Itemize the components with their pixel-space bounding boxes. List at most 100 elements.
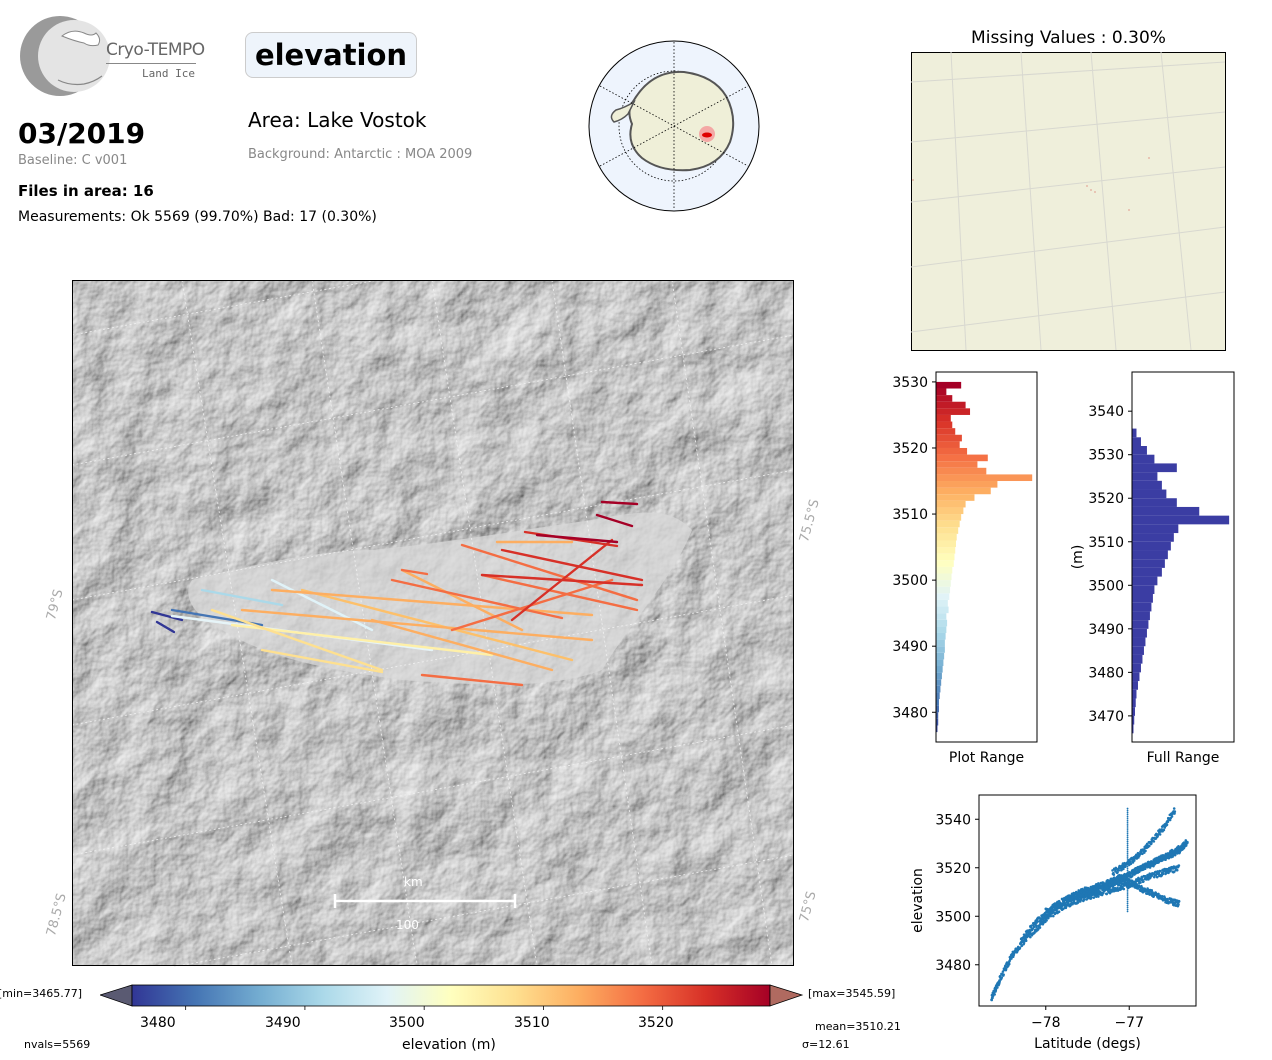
histogram-bar [1132,498,1177,507]
full-range-histogram: 3470 3480 3490 3500 3510 3520 3530 3540 Full Ran… [1070,371,1235,766]
scatter-point [1126,908,1129,911]
scatter-point [1126,873,1129,876]
scatter-point [1156,833,1160,836]
histogram-bar [936,395,953,402]
scatter-point [1116,886,1119,890]
histogram-bar [1132,646,1144,655]
scatter-point [1126,910,1129,913]
scatter-point [1051,914,1055,918]
histogram-bar [936,401,966,409]
colorbar-min-label: [min=3465.77] [0,987,83,1000]
histogram-bar [936,414,951,422]
main-map: km 100 [72,280,795,967]
scatter-frame [978,794,1197,1007]
scatter-point [1142,880,1145,883]
scale-bar-value: 100 [396,918,419,932]
scatter-point [1096,887,1099,891]
scatter-point [1105,881,1109,885]
scatter-point [993,993,996,996]
histogram-bar [936,467,987,475]
histogram-bar [1132,602,1152,612]
scatter-point [1124,865,1127,868]
histogram-bar [1132,689,1137,699]
scatter-point [1141,865,1144,869]
histogram-bar [1132,454,1155,464]
baseline-label: Baseline: C v001 [18,153,128,168]
histogram-bar [936,613,947,620]
scatter-point [1126,817,1129,820]
histogram-bar [936,679,942,686]
scatter-point [1061,903,1064,906]
scatter-point [1157,892,1160,896]
scatter-point [1162,828,1166,832]
scatter-point [1097,889,1100,893]
histogram-x-label: Plot Range [949,750,1024,766]
scatter-point [1126,887,1129,890]
scatter-point [994,988,998,991]
scatter-point [1126,877,1129,880]
histogram-bar [1132,585,1155,594]
scatter-point [1126,898,1129,901]
histogram-bar [1132,715,1135,725]
scatter-point [1000,976,1004,979]
scatter-point [1049,914,1053,918]
histogram-bar [936,434,962,442]
scatter-point [1024,934,1028,937]
scatter-point [1018,946,1022,950]
scatter-point [1126,836,1129,839]
scatter-point [1116,871,1119,874]
scatter-points [990,807,1189,1002]
scatter-point [1126,900,1129,903]
scatter-point [1108,882,1112,886]
scatter-point [990,998,994,1002]
histogram-tick-label: 3470 [1088,709,1124,725]
scatter-x-tick-label: −78 [1031,1015,1061,1031]
scatter-point [1160,895,1164,898]
histogram-bar [936,487,991,495]
lat-label-78-5s: 78.5°S [44,891,70,938]
scatter-point [1089,896,1093,899]
scatter-point [1122,867,1125,871]
histogram-bar [936,692,940,700]
histogram-tick-label: 3540 [1088,404,1124,420]
scatter-point [1092,896,1096,899]
scatter-point [1010,957,1013,960]
scatter-point [1051,908,1055,912]
scatter-point [1126,807,1129,810]
histogram-bar [936,699,939,706]
scatter-point [991,996,994,1000]
scatter-point [1126,852,1129,855]
nvals-label: nvals=5569 [24,1038,91,1051]
scatter-point [1126,848,1129,851]
histogram-bar [936,533,957,541]
files-label: Files in area: 16 [18,182,154,200]
missing-values-map [911,52,1226,351]
scatter-point [1097,895,1100,898]
scatter-point [1172,807,1176,810]
scatter-point [1126,846,1129,849]
scatter-point [1031,927,1035,930]
scatter-point [1145,842,1149,846]
histogram-tick-label: 3500 [892,573,928,589]
scatter-point [1126,823,1129,826]
scatter-point [1150,842,1153,845]
histogram-bar [936,619,948,627]
histogram-bar [936,586,951,594]
scatter-point [1157,871,1161,875]
scatter-point [1152,840,1156,843]
scatter-point [1126,821,1129,824]
scatter-point [1126,858,1129,860]
histogram-bar [1132,446,1147,455]
mean-label: mean=3510.21 [815,1020,901,1033]
lat-label-75-5s: 75.5°S [797,497,823,544]
scatter-point [1126,893,1129,895]
area-label: Area: Lake Vostok [248,108,427,132]
scatter-point [1126,869,1129,872]
histogram-bar [1132,515,1230,525]
scatter-point [1135,853,1138,857]
histogram-bar [1132,576,1158,586]
histogram-tick-label: 3520 [1088,491,1124,507]
histogram-bar [1132,663,1141,673]
histogram-bar [936,481,998,488]
histogram-bar [936,520,960,528]
